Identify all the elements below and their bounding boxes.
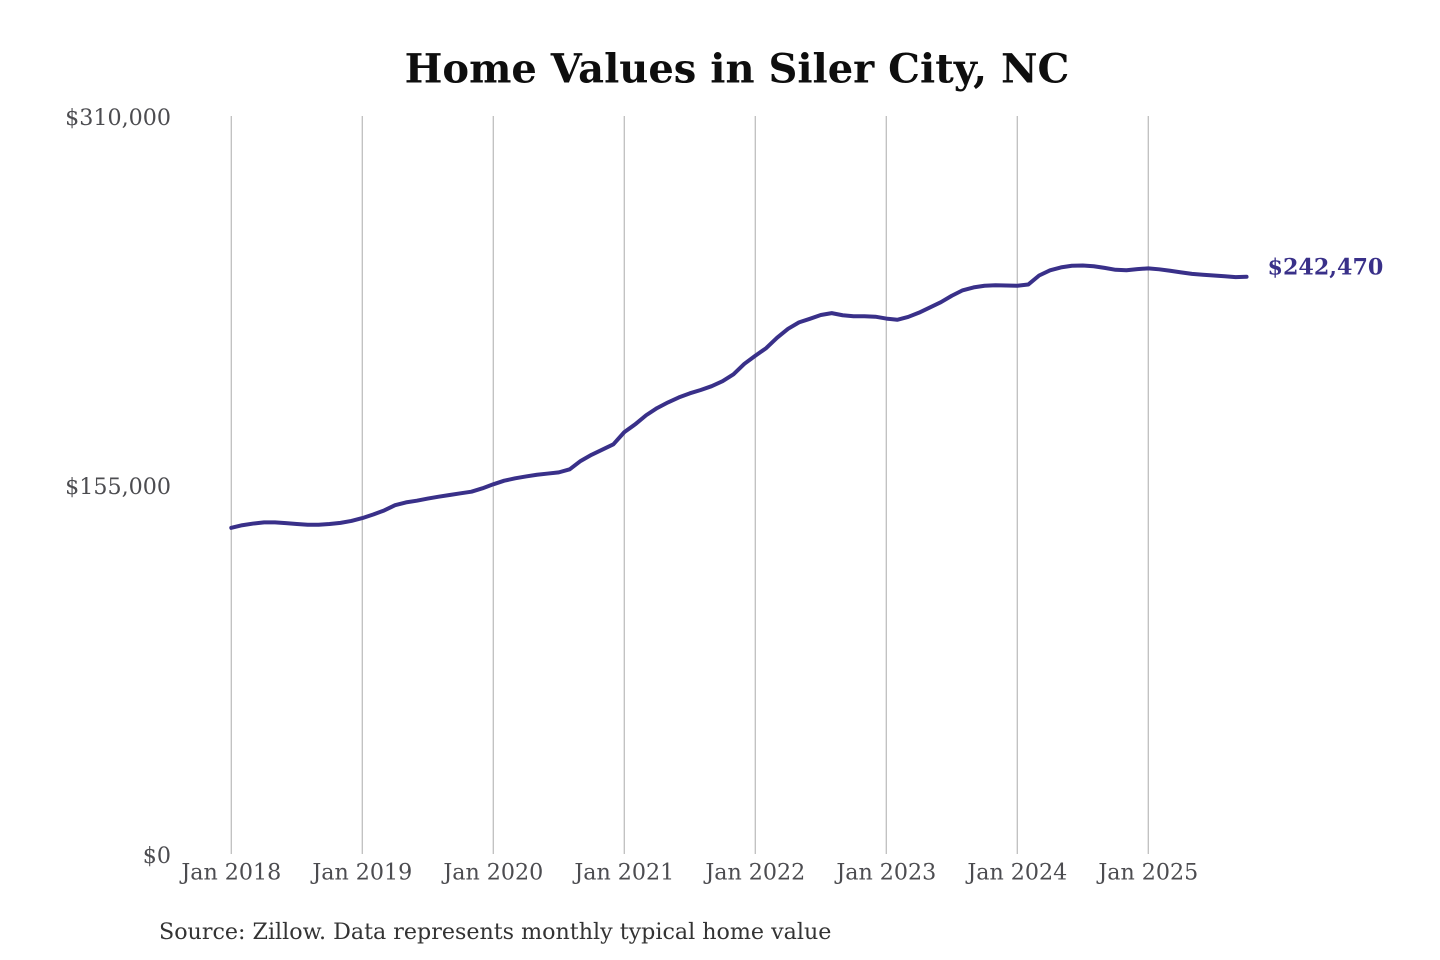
x-tick-label: Jan 2019 — [310, 860, 412, 886]
y-axis-labels: $310,000 $155,000 $0 — [65, 105, 171, 869]
x-tick-label: Jan 2018 — [179, 860, 281, 886]
x-tick-label: Jan 2025 — [1096, 860, 1198, 886]
x-tick-label: Jan 2021 — [572, 860, 674, 886]
x-tick-label: Jan 2023 — [834, 860, 936, 886]
x-axis-labels: Jan 2018 Jan 2019 Jan 2020 Jan 2021 Jan 2022… — [179, 860, 1198, 886]
x-tick-label: Jan 2022 — [703, 860, 805, 886]
y-tick-label: $310,000 — [65, 105, 171, 131]
chart-title: Home Values in Siler City, NC — [405, 46, 1070, 93]
x-tick-label: Jan 2024 — [965, 860, 1067, 886]
x-tick-label: Jan 2020 — [441, 860, 543, 886]
source-note: Source: Zillow. Data represents monthly … — [159, 919, 831, 945]
y-tick-label: $0 — [143, 843, 171, 869]
latest-value-label: $242,470 — [1268, 254, 1384, 280]
home-value-line — [229, 263, 1249, 530]
year-gridlines — [230, 116, 1149, 854]
y-tick-label: $155,000 — [65, 474, 171, 500]
